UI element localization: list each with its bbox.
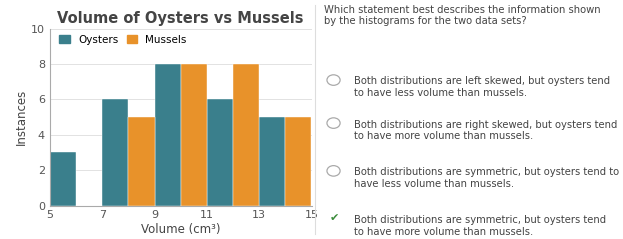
- Bar: [181, 64, 207, 206]
- Bar: [233, 64, 259, 206]
- Bar: [207, 99, 233, 206]
- Text: Both distributions are symmetric, but oysters tend
to have more volume than muss: Both distributions are symmetric, but oy…: [354, 215, 606, 237]
- Legend: Oysters, Mussels: Oysters, Mussels: [55, 30, 191, 49]
- Bar: [155, 64, 181, 206]
- Text: Both distributions are left skewed, but oysters tend
to have less volume than mu: Both distributions are left skewed, but …: [354, 76, 610, 98]
- Text: Both distributions are right skewed, but oysters tend
to have more volume than m: Both distributions are right skewed, but…: [354, 120, 617, 141]
- Text: Which statement best describes the information shown
by the histograms for the t: Which statement best describes the infor…: [324, 5, 601, 26]
- Bar: [285, 117, 312, 206]
- Title: Volume of Oysters vs Mussels: Volume of Oysters vs Mussels: [57, 11, 304, 26]
- Y-axis label: Instances: Instances: [15, 89, 28, 145]
- Bar: [128, 117, 155, 206]
- Text: Both distributions are symmetric, but oysters tend to
have less volume than muss: Both distributions are symmetric, but oy…: [354, 167, 619, 189]
- Bar: [50, 152, 76, 206]
- Bar: [259, 117, 285, 206]
- X-axis label: Volume (cm³): Volume (cm³): [141, 223, 221, 236]
- Bar: [102, 99, 128, 206]
- Text: ✔: ✔: [330, 213, 340, 223]
